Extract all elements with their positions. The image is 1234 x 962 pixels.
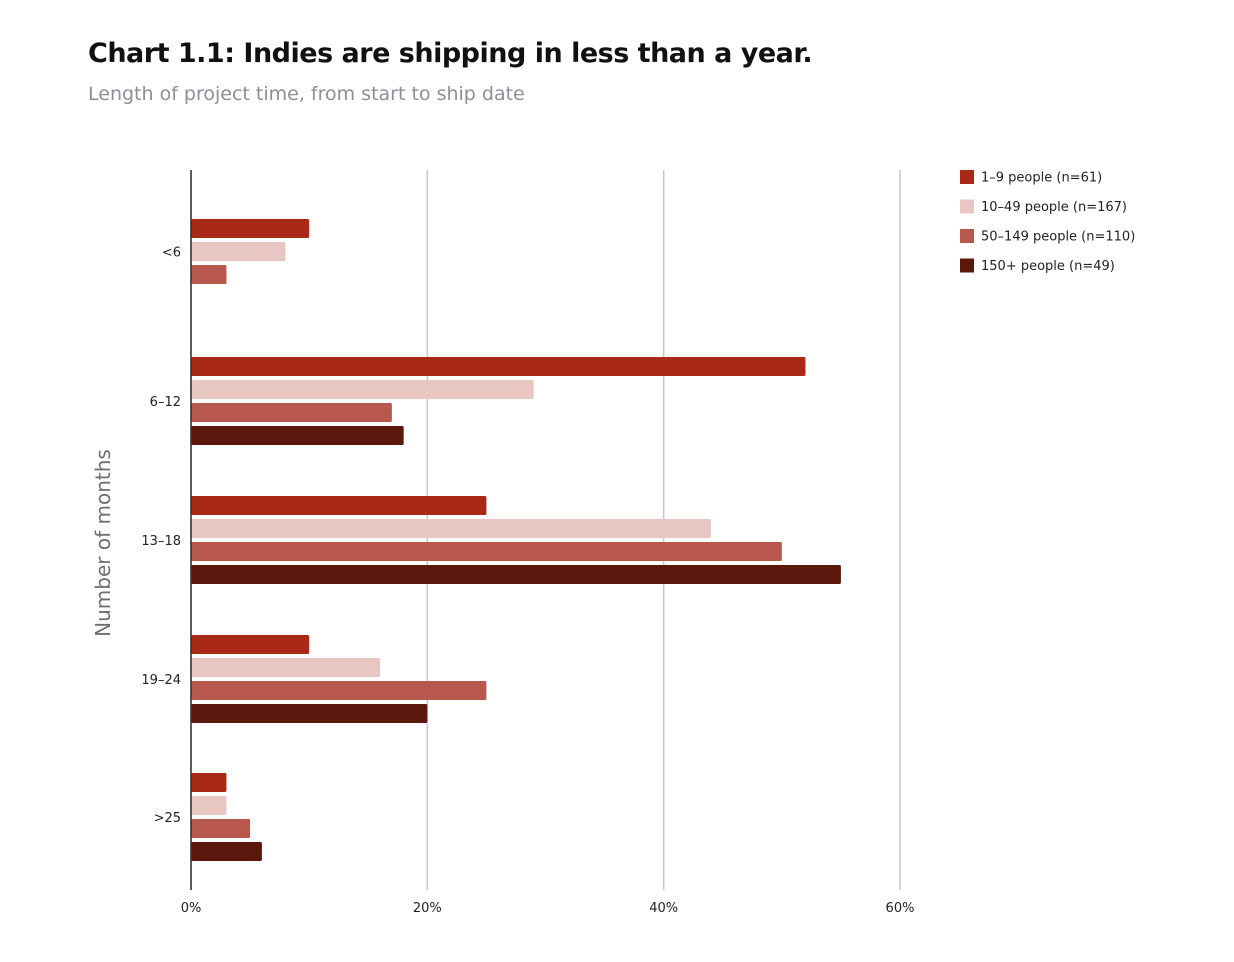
y-axis-label: Number of months: [91, 449, 115, 637]
bar-3-2: [191, 681, 487, 700]
y-tick-label-0: <6: [162, 246, 181, 261]
bar-1-2: [191, 403, 392, 422]
bar-2-0: [191, 496, 487, 515]
x-tick-label-1: 20%: [413, 901, 442, 916]
bar-2-2: [191, 542, 782, 561]
bar-1-1: [191, 380, 534, 399]
legend-swatch-2: [960, 229, 974, 243]
bar-4-3: [191, 842, 262, 861]
bar-2-3: [191, 565, 841, 584]
bar-4-2: [191, 819, 251, 838]
bars: [191, 219, 841, 861]
x-tick-label-3: 60%: [886, 901, 915, 916]
y-tick-label-1: 6–12: [150, 395, 181, 410]
bar-0-2: [191, 265, 227, 284]
chart-title: Chart 1.1: Indies are shipping in less t…: [88, 38, 813, 69]
bar-0-0: [191, 219, 310, 238]
bar-2-1: [191, 519, 711, 538]
legend: 1–9 people (n=61) 10–49 people (n=167) 50–…: [960, 170, 1135, 274]
legend-swatch-1: [960, 199, 974, 214]
x-tick-label-2: 40%: [649, 901, 678, 916]
legend-label-3: 150+ people (n=49): [981, 259, 1115, 274]
legend-swatch-3: [960, 258, 974, 273]
y-tick-labels: <6 6–12 13–18 19–24 >25: [141, 246, 181, 827]
bar-3-0: [191, 635, 310, 654]
y-tick-label-3: 19–24: [141, 673, 181, 688]
chart-subtitle: Length of project time, from start to sh…: [88, 83, 525, 105]
legend-label-0: 1–9 people (n=61): [981, 171, 1102, 186]
y-tick-label-4: >25: [154, 811, 181, 826]
bar-3-1: [191, 658, 381, 677]
bar-1-0: [191, 357, 806, 376]
x-tick-label-0: 0%: [181, 901, 202, 916]
legend-label-2: 50–149 people (n=110): [981, 230, 1135, 245]
bar-4-1: [191, 796, 227, 815]
bar-3-3: [191, 704, 428, 723]
legend-label-1: 10–49 people (n=167): [981, 200, 1127, 215]
y-tick-label-2: 13–18: [141, 534, 181, 549]
bar-0-1: [191, 242, 286, 261]
legend-swatch-0: [960, 170, 974, 184]
x-tick-labels: 0% 20% 40% 60%: [181, 901, 915, 916]
bar-1-3: [191, 426, 404, 445]
bar-4-0: [191, 773, 227, 792]
